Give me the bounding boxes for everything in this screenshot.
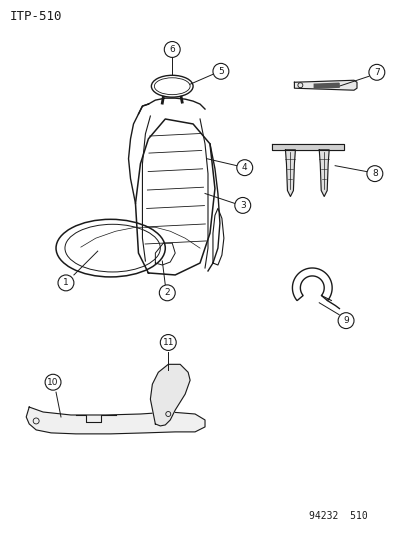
Polygon shape: [318, 150, 328, 197]
Circle shape: [234, 197, 250, 213]
Text: 10: 10: [47, 378, 59, 387]
Text: 2: 2: [164, 288, 170, 297]
Text: 4: 4: [241, 163, 247, 172]
Circle shape: [337, 313, 353, 328]
Circle shape: [236, 160, 252, 175]
Polygon shape: [313, 83, 338, 88]
Polygon shape: [26, 407, 204, 434]
Text: 5: 5: [218, 67, 223, 76]
Circle shape: [164, 42, 180, 58]
Circle shape: [366, 166, 382, 182]
Text: 11: 11: [162, 338, 173, 347]
Circle shape: [212, 63, 228, 79]
Text: 8: 8: [371, 169, 377, 178]
Polygon shape: [271, 144, 343, 150]
Polygon shape: [150, 365, 190, 426]
Text: 6: 6: [169, 45, 175, 54]
Text: ITP-510: ITP-510: [9, 10, 62, 23]
Circle shape: [58, 275, 74, 291]
Text: 94232  510: 94232 510: [309, 511, 367, 521]
Circle shape: [160, 335, 176, 350]
Circle shape: [159, 285, 175, 301]
Circle shape: [368, 64, 384, 80]
Text: 9: 9: [342, 316, 348, 325]
Polygon shape: [285, 150, 295, 197]
Text: 3: 3: [239, 201, 245, 210]
Text: 1: 1: [63, 278, 69, 287]
Polygon shape: [294, 80, 356, 90]
Text: 7: 7: [373, 68, 379, 77]
Circle shape: [45, 374, 61, 390]
